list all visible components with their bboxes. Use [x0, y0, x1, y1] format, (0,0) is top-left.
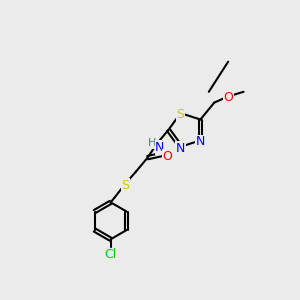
Text: H: H	[148, 138, 156, 148]
Text: O: O	[163, 150, 172, 163]
Text: N: N	[196, 135, 205, 148]
Text: N: N	[176, 142, 185, 155]
Text: S: S	[121, 179, 129, 192]
Text: S: S	[177, 108, 184, 121]
Text: O: O	[223, 92, 233, 104]
Text: Cl: Cl	[104, 248, 117, 261]
Text: N: N	[155, 141, 165, 154]
